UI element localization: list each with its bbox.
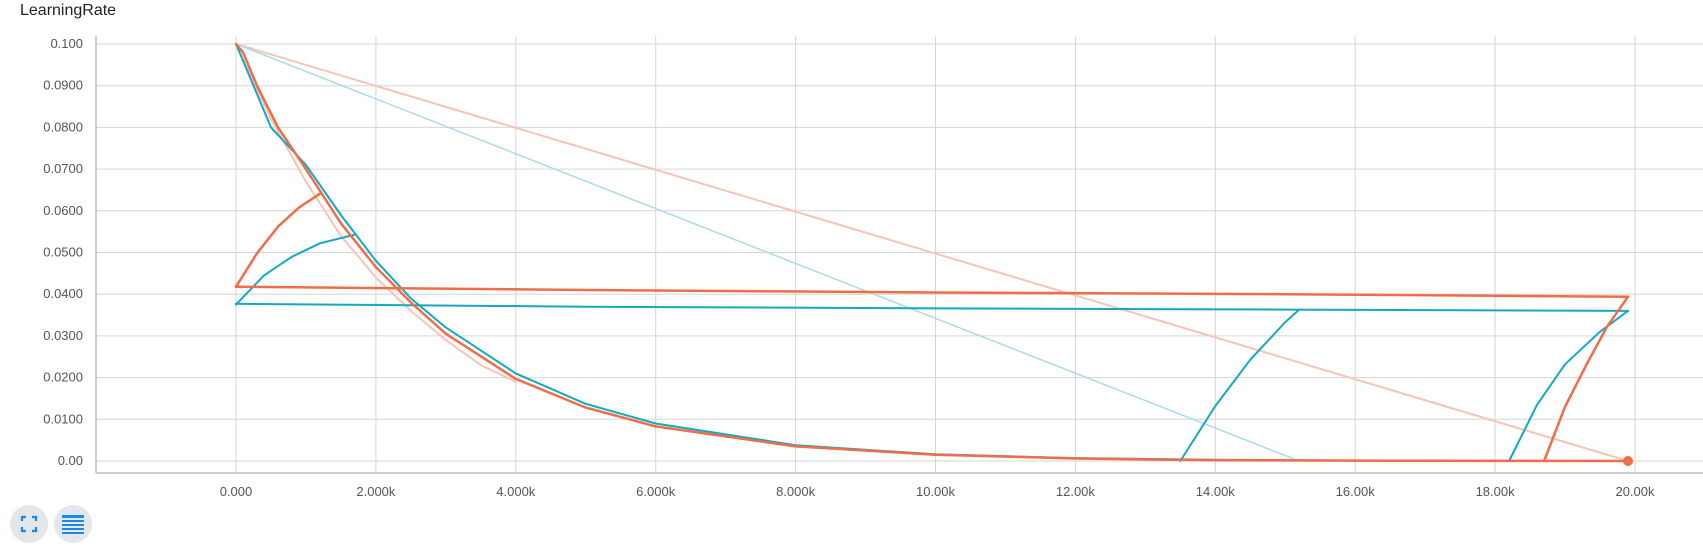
y-tick-label: 0.00 [58, 453, 83, 468]
series-line-5[interactable] [235, 302, 1629, 312]
y-tick-label: 0.0100 [43, 411, 83, 426]
series-line-8[interactable] [234, 42, 1630, 463]
x-tick-label: 10.00k [916, 484, 956, 499]
x-tick-label: 16.00k [1336, 484, 1376, 499]
series-line-9[interactable] [234, 192, 322, 288]
learning-rate-chart: 0.00 0.0100 0.0200 0.0300 0.0400 0.0500 0.0600… [43, 36, 1703, 499]
axes [95, 36, 1703, 474]
series-end-marker[interactable] [1623, 456, 1634, 466]
series-line-6[interactable] [1179, 308, 1301, 462]
series-line-4[interactable] [235, 233, 356, 306]
y-tick-label: 0.0300 [43, 328, 83, 343]
series-line-7[interactable] [1508, 309, 1629, 462]
x-tick-label: 0.000 [220, 484, 253, 499]
tick-labels: 0.00 0.0100 0.0200 0.0300 0.0400 0.0500 0.0600… [43, 36, 1655, 499]
x-tick-label: 18.00k [1476, 484, 1516, 499]
x-tick-label: 4.000k [496, 484, 536, 499]
grid-lines [96, 36, 1703, 473]
list-icon [62, 515, 84, 534]
x-tick-label: 8.000k [776, 484, 816, 499]
series-line-1[interactable] [235, 43, 1300, 462]
chart-title: LearningRate [20, 2, 117, 19]
series-lines[interactable] [234, 42, 1634, 466]
y-tick-label: 0.0400 [43, 286, 83, 301]
fullscreen-icon [20, 515, 38, 533]
y-tick-label: 0.0700 [43, 161, 83, 176]
series-line-10[interactable] [234, 285, 1630, 298]
x-tick-label: 14.00k [1196, 484, 1236, 499]
y-tick-label: 0.0900 [43, 78, 83, 93]
series-line-11[interactable] [1542, 295, 1630, 463]
y-tick-label: 0.0800 [43, 119, 83, 134]
x-tick-label: 20.00k [1615, 484, 1655, 499]
x-tick-label: 2.000k [356, 484, 396, 499]
y-tick-label: 0.0600 [43, 203, 83, 218]
x-tick-label: 12.00k [1056, 484, 1096, 499]
y-tick-label: 0.100 [50, 36, 83, 51]
y-tick-label: 0.0200 [43, 370, 83, 385]
series-line-0[interactable] [235, 43, 1629, 462]
y-tick-label: 0.0500 [43, 245, 83, 260]
x-tick-label: 6.000k [636, 484, 676, 499]
data-selection-button[interactable] [54, 505, 92, 543]
expand-chart-button[interactable] [10, 505, 48, 543]
